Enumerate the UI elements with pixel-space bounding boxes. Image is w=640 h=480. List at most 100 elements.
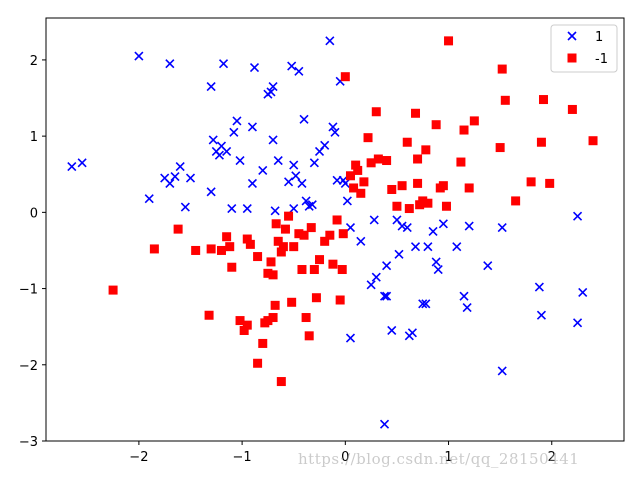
point-series-1-36 [289,160,299,170]
point-series-neg1-80 [459,125,469,135]
point-series-1-90 [572,211,583,221]
point-series-1-88 [534,282,544,292]
point-series-1-17 [218,59,229,69]
point-series-1-89 [536,310,546,320]
point-series-neg1-79 [456,157,466,167]
point-series-neg1-44 [325,230,335,240]
point-series-neg1-17 [258,338,268,348]
point-series-neg1-53 [351,160,361,170]
point-series-1-32 [270,206,280,216]
point-series-1-11 [206,82,216,92]
point-series-1-62 [379,291,390,301]
point-series-1-12 [206,187,216,197]
point-series-neg1-24 [270,300,280,310]
point-series-1-15 [214,150,224,160]
point-series-1-86 [497,223,507,233]
point-series-1-37 [289,203,299,214]
y-tick-label-3: −1 [19,283,38,298]
point-series-1-72 [407,328,417,338]
point-series-1-91 [572,318,583,328]
point-series-1-48 [325,36,335,46]
point-series-neg1-1 [149,244,159,254]
point-series-neg1-29 [278,242,288,252]
point-series-neg1-46 [332,215,342,225]
point-series-neg1-54 [353,165,363,175]
point-series-neg1-11 [239,325,249,335]
point-series-neg1-37 [301,313,311,323]
point-series-neg1-39 [306,223,316,233]
point-series-1-50 [330,127,340,137]
point-series-1-42 [301,196,311,206]
point-series-1-76 [423,242,433,252]
point-series-1-61 [371,272,381,282]
point-series-neg1-61 [382,156,392,166]
point-series-1-83 [462,303,472,313]
point-series-neg1-63 [392,201,402,211]
point-series-neg1-22 [268,313,278,323]
point-series-neg1-13 [242,234,252,244]
point-series-1-31 [268,135,278,145]
point-series-1-81 [452,242,462,252]
point-series-neg1-57 [363,133,373,143]
point-series-1-64 [382,291,392,301]
point-series-neg1-88 [536,137,546,147]
point-series-neg1-52 [349,183,359,193]
point-series-neg1-9 [227,262,237,272]
point-series-1-40 [297,178,307,188]
point-series-neg1-47 [335,295,345,305]
point-series-1-56 [345,223,356,233]
y-tick-label-1: 1 [30,130,38,145]
point-series-neg1-67 [411,108,421,118]
point-series-1-39 [294,66,304,76]
point-series-1-59 [366,280,376,290]
y-tick-label-5: −3 [19,435,38,450]
point-series-neg1-49 [338,229,348,239]
point-series-1-24 [247,122,257,132]
y-tick-label-0: 2 [30,54,38,69]
point-series-1-60 [369,215,379,225]
point-series-1-27 [258,165,268,175]
x-tick-label-1: −1 [233,450,252,465]
point-series-neg1-3 [191,245,201,255]
watermark: https://blog.csdn.net/qq_28150441 [298,450,580,468]
point-series-1-8 [175,162,185,172]
point-series-1-47 [320,140,330,150]
point-series-1-13 [208,135,218,145]
point-series-1-25 [247,178,257,188]
point-series-neg1-23 [268,270,278,280]
point-series-1-21 [232,116,242,126]
point-series-1-7 [170,171,180,182]
legend: 1 -1 [550,24,618,73]
point-series-neg1-2 [173,224,183,234]
point-series-neg1-30 [280,224,290,234]
point-series-neg1-89 [538,95,548,105]
point-series-1-45 [309,158,319,168]
point-series-1-29 [266,87,276,97]
point-series-neg1-36 [299,230,309,240]
point-series-neg1-48 [337,265,347,275]
point-series-neg1-77 [441,201,451,211]
point-series-neg1-55 [356,188,366,198]
point-series-neg1-85 [500,95,510,105]
point-series-neg1-84 [497,64,507,74]
point-series-1-22 [235,155,245,166]
legend-x-marker [567,31,577,41]
point-series-1-66 [387,325,397,336]
point-series-neg1-21 [266,257,276,267]
axis-ticks: −2 −1 0 1 2 2 1 0 −1 −2 −3 [19,54,556,465]
point-series-1-41 [299,114,309,124]
point-series-neg1-87 [526,177,536,187]
point-series-1-87 [497,366,507,376]
point-series-1-68 [394,249,404,259]
data-points-layer [67,36,598,429]
point-series-neg1-7 [222,232,232,242]
point-series-neg1-14 [245,239,255,249]
point-series-1-35 [287,61,297,71]
point-series-1-85 [483,261,493,271]
point-series-neg1-72 [421,145,431,155]
point-series-neg1-4 [204,310,214,320]
point-series-1-3 [144,194,154,204]
point-series-neg1-6 [216,245,226,255]
point-series-neg1-73 [423,198,433,208]
point-series-1-82 [459,291,469,301]
